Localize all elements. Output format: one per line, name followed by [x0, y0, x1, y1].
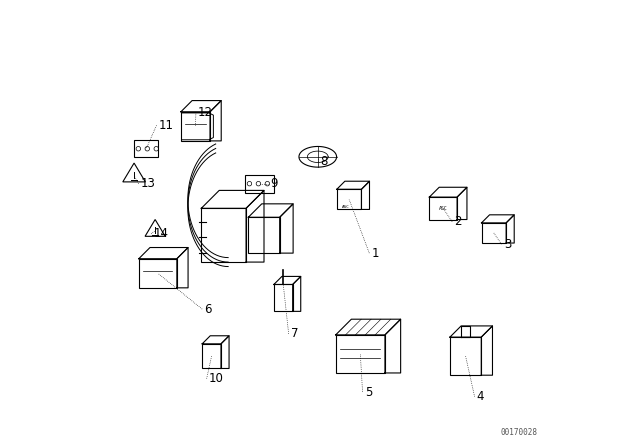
Text: 5: 5 — [365, 385, 372, 399]
Text: 4: 4 — [477, 390, 484, 403]
Text: 11: 11 — [159, 119, 173, 132]
Text: 7: 7 — [291, 327, 298, 340]
Text: ASC: ASC — [439, 206, 447, 211]
Text: 9: 9 — [271, 177, 278, 190]
Text: ASC: ASC — [342, 205, 350, 209]
Text: 3: 3 — [504, 237, 511, 251]
Text: 00170028: 00170028 — [500, 428, 538, 437]
Text: 12: 12 — [198, 105, 213, 119]
Text: 8: 8 — [320, 155, 328, 168]
Text: 1: 1 — [371, 246, 379, 260]
Text: 10: 10 — [209, 372, 224, 385]
Text: 6: 6 — [204, 302, 212, 316]
Text: 2: 2 — [454, 215, 462, 228]
Text: 13: 13 — [141, 177, 156, 190]
Text: 14: 14 — [154, 227, 168, 241]
